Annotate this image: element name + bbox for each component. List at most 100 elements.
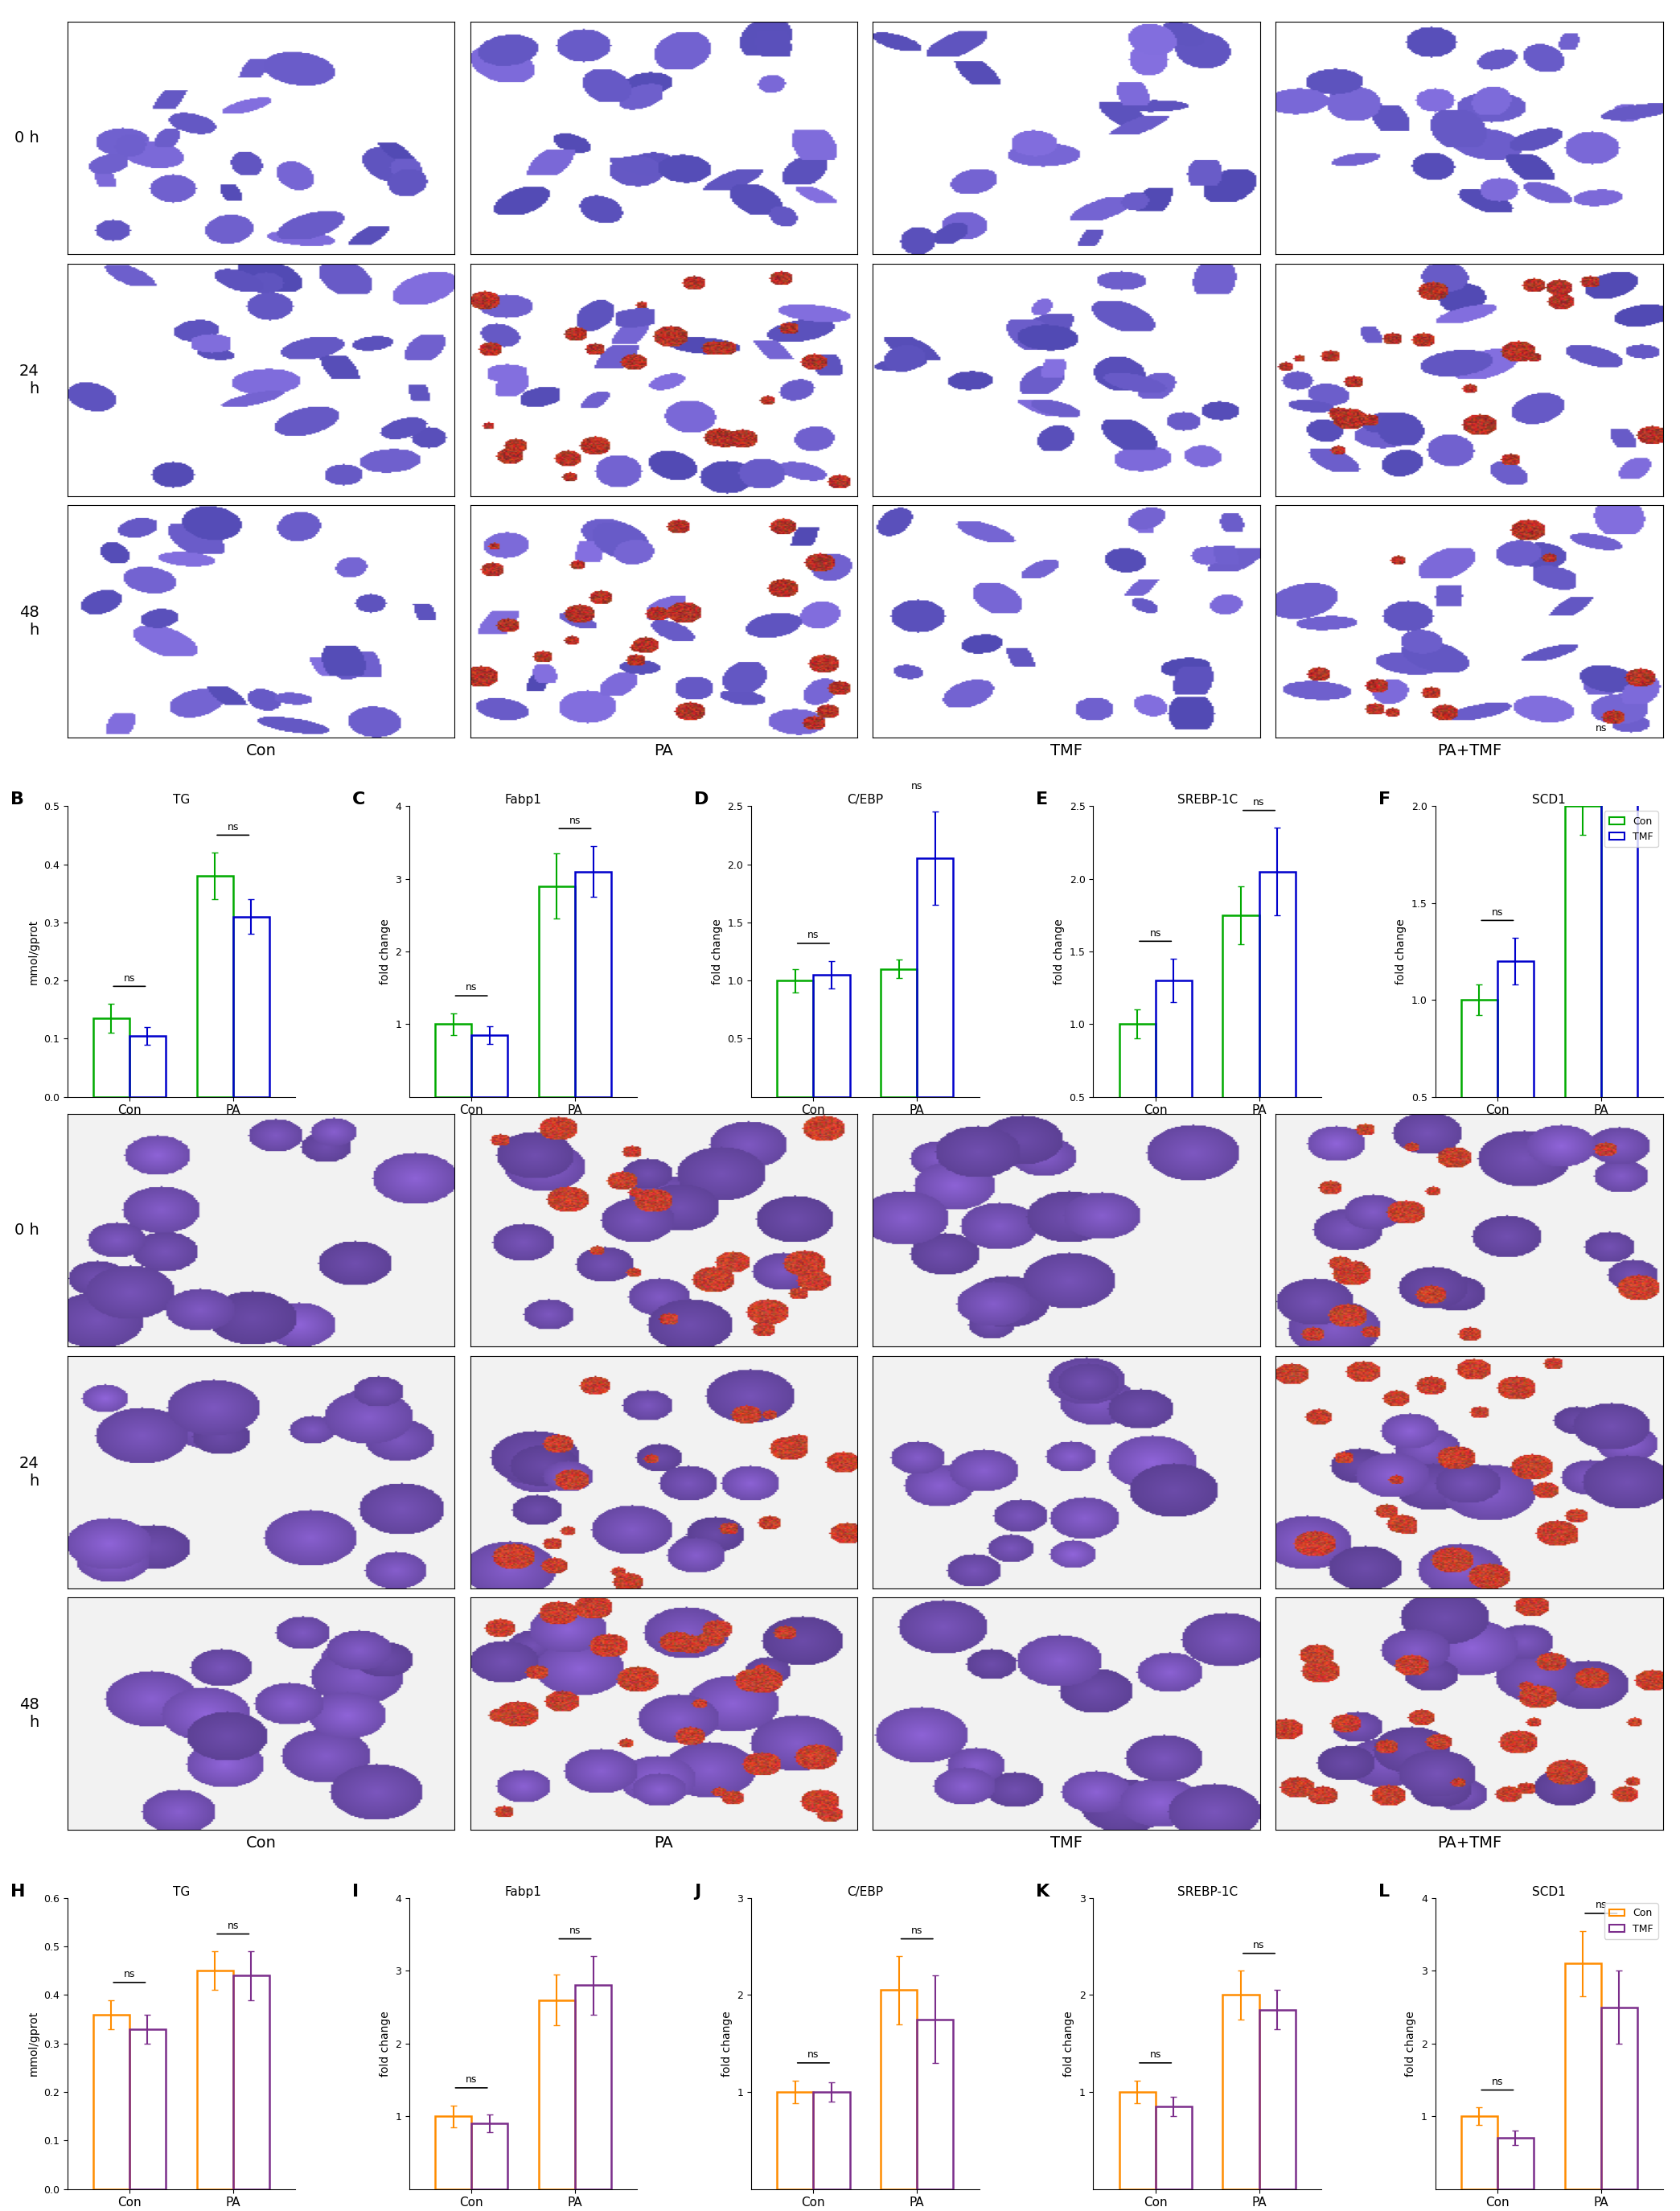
Bar	[778, 979, 813, 1097]
Text: ns: ns	[570, 1926, 581, 1937]
Bar	[1497, 962, 1534, 1194]
Text: ns: ns	[1596, 1899, 1606, 1910]
Bar	[917, 858, 953, 1097]
Bar	[1258, 2010, 1295, 2189]
Text: ns: ns	[227, 822, 239, 831]
X-axis label: TMF: TMF	[1050, 1835, 1082, 1851]
Title: C/EBP: C/EBP	[847, 1886, 884, 1897]
Title: SREBP-1C: SREBP-1C	[1178, 1886, 1238, 1897]
Y-axis label: fold change: fold change	[712, 918, 722, 984]
Title: SREBP-1C: SREBP-1C	[1178, 794, 1238, 807]
Bar	[1223, 915, 1258, 1170]
Bar	[92, 1019, 129, 1097]
Bar	[1156, 979, 1191, 1170]
Bar	[880, 968, 917, 1097]
Text: B: B	[10, 792, 24, 807]
Text: ns: ns	[570, 816, 581, 825]
Text: D: D	[694, 792, 709, 807]
Text: K: K	[1037, 1884, 1050, 1899]
Title: TG: TG	[173, 794, 190, 807]
Y-axis label: 0 h: 0 h	[15, 130, 39, 146]
Bar	[1564, 807, 1601, 1194]
Y-axis label: mmol/gprot: mmol/gprot	[27, 920, 39, 984]
Y-axis label: 48
h: 48 h	[20, 1698, 39, 1731]
Text: ns: ns	[1492, 2076, 1504, 2087]
Text: L: L	[1378, 1884, 1389, 1899]
Title: Fabp1: Fabp1	[504, 794, 541, 807]
X-axis label: PA+TMF: PA+TMF	[1438, 743, 1502, 758]
Bar	[234, 1977, 269, 2189]
Title: C/EBP: C/EBP	[847, 794, 884, 807]
Bar	[575, 1985, 612, 2189]
Text: ns: ns	[1253, 1939, 1265, 1950]
Text: ns: ns	[1492, 907, 1504, 918]
Y-axis label: fold change: fold change	[721, 2010, 732, 2076]
Text: E: E	[1037, 792, 1048, 807]
Bar	[1258, 871, 1295, 1170]
Bar	[539, 2001, 575, 2189]
Bar	[575, 871, 612, 1097]
Text: ns: ns	[227, 1921, 239, 1930]
Text: ns: ns	[911, 780, 922, 792]
Bar	[917, 2019, 953, 2189]
Bar	[778, 2092, 813, 2189]
Text: F: F	[1378, 792, 1391, 807]
Title: SCD1: SCD1	[1532, 1886, 1566, 1897]
Y-axis label: mmol/gprot: mmol/gprot	[27, 2010, 39, 2076]
Bar	[813, 2092, 850, 2189]
Title: TG: TG	[173, 1886, 190, 1897]
Bar	[197, 1970, 234, 2189]
Text: ns: ns	[1253, 796, 1265, 807]
Bar	[1119, 2092, 1156, 2189]
Text: I: I	[353, 1884, 360, 1899]
Y-axis label: 24
h: 24 h	[20, 1455, 39, 1488]
Title: Fabp1: Fabp1	[504, 1886, 541, 1897]
Text: ns: ns	[465, 982, 477, 993]
Bar	[129, 1035, 166, 1097]
Bar	[813, 975, 850, 1097]
Y-axis label: fold change: fold change	[1063, 2010, 1075, 2076]
X-axis label: PA: PA	[654, 1835, 674, 1851]
Text: H: H	[10, 1884, 25, 1899]
Bar	[435, 2116, 472, 2189]
X-axis label: PA+TMF: PA+TMF	[1438, 1835, 1502, 1851]
Bar	[435, 1024, 472, 1097]
Y-axis label: fold change: fold change	[1406, 2010, 1416, 2076]
Bar	[1601, 776, 1638, 1194]
Legend: Con, TMF: Con, TMF	[1604, 1904, 1658, 1939]
Text: ns: ns	[124, 1970, 134, 1979]
Text: ns: ns	[808, 2050, 820, 2061]
Text: ns: ns	[1596, 723, 1606, 734]
Bar	[129, 2030, 166, 2189]
X-axis label: Con: Con	[245, 1835, 276, 1851]
Bar	[1564, 1963, 1601, 2189]
Y-axis label: 48
h: 48 h	[20, 606, 39, 639]
Bar	[1119, 1024, 1156, 1170]
Bar	[234, 918, 269, 1097]
Legend: Con, TMF: Con, TMF	[1604, 811, 1658, 847]
Bar	[539, 887, 575, 1097]
Y-axis label: fold change: fold change	[1053, 918, 1065, 984]
Text: ns: ns	[1149, 929, 1161, 937]
Text: J: J	[694, 1884, 701, 1899]
Text: C: C	[353, 792, 365, 807]
Y-axis label: 0 h: 0 h	[15, 1223, 39, 1238]
Text: ns: ns	[465, 2074, 477, 2085]
Y-axis label: fold change: fold change	[1396, 918, 1406, 984]
Text: ns: ns	[911, 1926, 922, 1937]
Bar	[1601, 2008, 1638, 2189]
Y-axis label: 24
h: 24 h	[20, 363, 39, 396]
Bar	[880, 1990, 917, 2189]
Bar	[1497, 2138, 1534, 2189]
Bar	[197, 876, 234, 1097]
X-axis label: TMF: TMF	[1050, 743, 1082, 758]
Y-axis label: fold change: fold change	[380, 2010, 390, 2076]
Bar	[472, 2123, 507, 2189]
Text: ns: ns	[124, 973, 134, 984]
X-axis label: Con: Con	[245, 743, 276, 758]
Bar	[1462, 999, 1497, 1194]
Bar	[472, 1035, 507, 1097]
Text: ns: ns	[1149, 2050, 1161, 2061]
Title: SCD1: SCD1	[1532, 794, 1566, 807]
Bar	[1156, 2107, 1191, 2189]
